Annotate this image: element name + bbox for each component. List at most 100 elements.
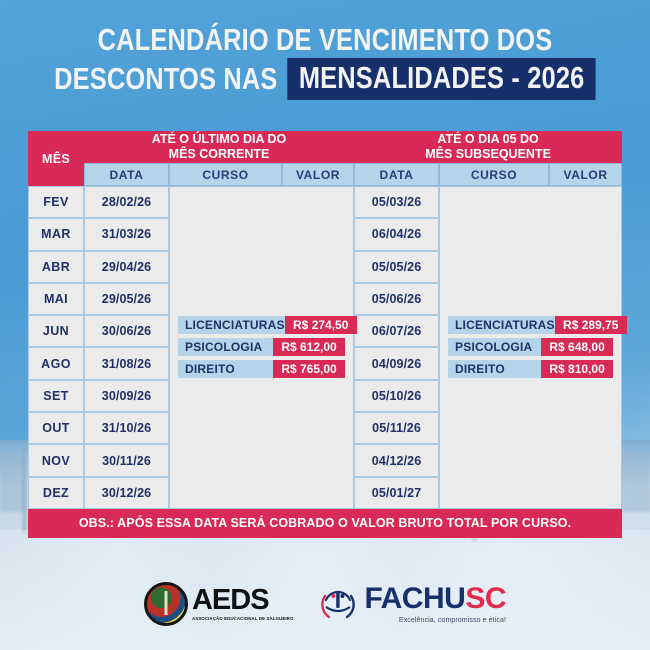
title-line-1: CALENDÁRIO DE VENCIMENTO DOS — [97, 22, 553, 57]
table-row: MAR 31/03/26 06/04/26 — [28, 218, 622, 251]
header-curso-left: CURSO — [169, 163, 282, 186]
cell-month: SET — [28, 379, 84, 413]
cell-date-left: 29/05/26 — [84, 282, 169, 316]
aeds-subtitle: ASSOCIAÇÃO EDUCACIONAL DE SALGUEIRO — [191, 616, 294, 622]
cell-month: NOV — [28, 444, 84, 477]
cell-month: AGO — [28, 347, 84, 380]
cell-date-right: 06/04/26 — [354, 218, 440, 251]
cell-date-left: 29/04/26 — [84, 250, 169, 283]
table-row: ABR 29/04/26 05/05/26 — [28, 250, 622, 283]
table-row: AGO 31/08/26 04/09/26 — [28, 347, 622, 380]
logo-row: AEDS ASSOCIAÇÃO EDUCACIONAL DE SALGUEIRO… — [0, 573, 650, 635]
cell-month: FEV — [28, 186, 84, 219]
price-row: PSICOLOGIA R$ 612,00 — [178, 338, 346, 357]
cell-month: MAR — [28, 218, 84, 251]
crest-seal-icon — [143, 582, 188, 626]
price-row: LICENCIATURAS R$ 274,50 — [178, 316, 357, 335]
price-block-left: LICENCIATURAS R$ 274,50 PSICOLOGIA R$ 61… — [170, 316, 357, 379]
header-data-left: DATA — [84, 163, 169, 186]
price-block-right: LICENCIATURAS R$ 289,75 PSICOLOGIA R$ 64… — [440, 316, 627, 379]
cell-date-left: 30/09/26 — [84, 379, 169, 413]
price-course-name: DIREITO — [448, 360, 542, 379]
price-block-left-container: LICENCIATURAS R$ 274,50 PSICOLOGIA R$ 61… — [169, 186, 357, 509]
cell-month: ABR — [28, 250, 84, 283]
cell-date-right: 05/03/26 — [354, 186, 440, 219]
cell-date-left: 30/12/26 — [84, 476, 169, 509]
cell-date-left: 30/11/26 — [84, 444, 169, 477]
header-group-current-month-line1: ATÉ O ÚLTIMO DIA DO — [151, 132, 287, 146]
table-header-group-row: MÊS ATÉ O ÚLTIMO DIA DO MÊS CORRENTE ATÉ… — [28, 131, 623, 186]
cell-date-left: 30/06/26 — [84, 315, 169, 348]
header-mes: MÊS — [28, 131, 84, 186]
aeds-name: AEDS — [191, 584, 270, 617]
price-course-value: R$ 274,50 — [284, 316, 357, 335]
table-row: OUT 31/10/26 05/11/26 — [28, 412, 622, 445]
aeds-logo: AEDS ASSOCIAÇÃO EDUCACIONAL DE SALGUEIRO — [143, 582, 293, 626]
calendar-table: MÊS ATÉ O ÚLTIMO DIA DO MÊS CORRENTE ATÉ… — [28, 131, 627, 538]
cell-date-left: 31/03/26 — [84, 218, 169, 251]
cell-date-right: 04/12/26 — [354, 444, 440, 477]
cell-date-right: 05/10/26 — [354, 379, 440, 413]
fachusc-logo: FACHUSC Excelência, compromisso e ética! — [319, 584, 506, 624]
cell-month: DEZ — [28, 476, 84, 509]
cell-date-right: 06/07/26 — [354, 315, 440, 348]
observation-bar: OBS.: APÓS ESSA DATA SERÁ COBRADO O VALO… — [28, 508, 622, 538]
header-valor-left: VALOR — [282, 163, 355, 186]
cell-date-right: 05/05/26 — [354, 250, 440, 283]
price-row: LICENCIATURAS R$ 289,75 — [448, 316, 627, 335]
price-row: PSICOLOGIA R$ 648,00 — [448, 338, 614, 357]
header-group-subsequent-month-line2: MÊS SUBSEQUENTE — [425, 147, 551, 161]
fachusc-logo-text: FACHUSC Excelência, compromisso e ética! — [364, 584, 506, 625]
price-course-value: R$ 648,00 — [541, 338, 614, 357]
header-data-right: DATA — [354, 163, 440, 186]
header-valor-right: VALOR — [549, 163, 623, 186]
background-tree — [22, 448, 27, 534]
table-row: MAI 29/05/26 05/06/26 — [28, 282, 622, 316]
cell-month: MAI — [28, 282, 84, 316]
cell-date-left: 31/08/26 — [84, 347, 169, 380]
price-course-name: PSICOLOGIA — [178, 338, 274, 357]
header-group-subsequent-month-line1: ATÉ O DIA 05 DO — [437, 132, 539, 146]
table-row: SET 30/09/26 05/10/26 — [28, 379, 622, 413]
header-group-current-month-line2: MÊS CORRENTE — [168, 147, 270, 161]
price-course-value: R$ 289,75 — [554, 316, 627, 335]
cell-month: OUT — [28, 412, 84, 445]
fachusc-name-part2: SC — [465, 582, 506, 615]
title-line-2-plain: DESCONTOS NAS — [54, 61, 278, 96]
header-curso-right: CURSO — [439, 163, 550, 186]
cell-date-right: 05/11/26 — [354, 412, 440, 445]
fachusc-emblem-icon — [319, 585, 357, 623]
aeds-logo-text: AEDS ASSOCIAÇÃO EDUCACIONAL DE SALGUEIRO — [192, 586, 293, 621]
header-group-subsequent-month: ATÉ O DIA 05 DO MÊS SUBSEQUENTE — [354, 131, 623, 163]
table-row: FEV 28/02/26 LICENCIATURAS R$ 274,50 PSI… — [28, 186, 627, 509]
page-title: CALENDÁRIO DE VENCIMENTO DOS DESCONTOS N… — [0, 22, 650, 100]
header-group-current-month: ATÉ O ÚLTIMO DIA DO MÊS CORRENTE — [84, 131, 355, 163]
table-body: FEV 28/02/26 LICENCIATURAS R$ 274,50 PSI… — [28, 186, 627, 509]
title-highlight-badge: MENSALIDADES - 2026 — [287, 58, 596, 100]
price-course-name: DIREITO — [178, 360, 274, 379]
table-row: DEZ 30/12/26 05/01/27 — [28, 476, 622, 509]
price-row: DIREITO R$ 810,00 — [448, 360, 614, 379]
price-course-name: PSICOLOGIA — [448, 338, 542, 357]
price-block-right-container: LICENCIATURAS R$ 289,75 PSICOLOGIA R$ 64… — [439, 186, 627, 509]
cell-date-left: 31/10/26 — [84, 412, 169, 445]
table-row: NOV 30/11/26 04/12/26 — [28, 444, 622, 477]
price-course-name: LICENCIATURAS — [178, 316, 285, 335]
price-row: DIREITO R$ 765,00 — [178, 360, 346, 379]
cell-date-right: 05/01/27 — [354, 476, 440, 509]
cell-month: JUN — [28, 315, 84, 348]
fachusc-tagline: Excelência, compromisso e ética! — [398, 617, 506, 624]
price-course-value: R$ 612,00 — [273, 338, 346, 357]
schedule-table: MÊS ATÉ O ÚLTIMO DIA DO MÊS CORRENTE ATÉ… — [28, 131, 627, 509]
fachusc-name: FACHUSC — [364, 584, 506, 614]
price-course-value: R$ 765,00 — [273, 360, 346, 379]
price-course-name: LICENCIATURAS — [448, 316, 555, 335]
cell-date-right: 05/06/26 — [354, 282, 440, 316]
table-header-sub-row: DATA CURSO VALOR DATA CURSO VALOR — [28, 163, 623, 186]
cell-date-left: 28/02/26 — [84, 186, 169, 219]
fachusc-name-part1: FACHU — [364, 582, 466, 615]
price-course-value: R$ 810,00 — [541, 360, 614, 379]
cell-date-right: 04/09/26 — [354, 347, 440, 380]
title-line-2: DESCONTOS NAS MENSALIDADES - 2026 — [54, 58, 596, 100]
table-row: JUN 30/06/26 06/07/26 — [28, 315, 622, 348]
